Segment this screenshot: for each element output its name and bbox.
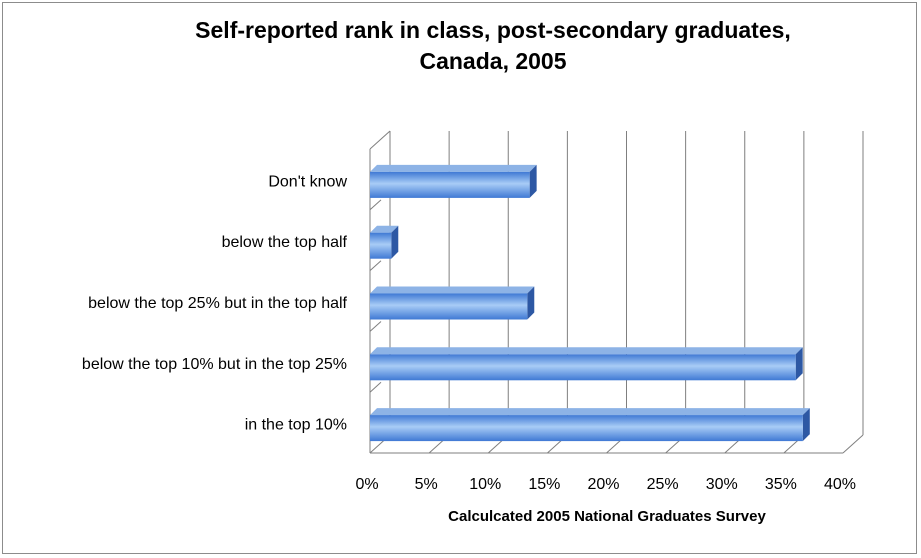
bar-front-face: [370, 232, 392, 259]
bar-top-face: [370, 225, 399, 233]
x-tick-label: 15%: [528, 476, 560, 493]
x-tick-label: 0%: [355, 476, 378, 493]
category-label: in the top 10%: [245, 417, 347, 434]
bar: [370, 164, 537, 198]
side-wall-divider: [369, 321, 382, 332]
bar-front-face: [370, 415, 803, 442]
category-label: Don't know: [268, 173, 347, 190]
side-wall-top-edge: [369, 130, 391, 150]
bar: [370, 347, 803, 381]
x-tick-label: 35%: [765, 476, 797, 493]
x-tick-label: 40%: [824, 476, 856, 493]
bar-side-face: [527, 286, 535, 320]
category-labels: in the top 10% below the top 10% but in t…: [82, 173, 348, 433]
bar-front-face: [370, 293, 528, 320]
bar: [370, 286, 535, 320]
chart-title-line-2: Canada, 2005: [419, 48, 566, 74]
bar-side-face: [529, 164, 537, 198]
bar-front-face: [370, 354, 796, 381]
chart-title-line-1: Self-reported rank in class, post-second…: [195, 17, 791, 43]
side-wall-divider: [369, 381, 382, 393]
bar: [370, 408, 810, 442]
x-axis-title: Calculcated 2005 National Graduates Surv…: [448, 508, 766, 525]
bar-chart: Self-reported rank in class, post-second…: [82, 17, 864, 525]
bar-top-face: [370, 164, 537, 172]
bar-side-face: [802, 408, 810, 442]
bar-top-face: [370, 347, 803, 355]
category-label: below the top half: [222, 234, 348, 251]
bar-side-face: [795, 347, 803, 381]
category-label: below the top 25% but in the top half: [88, 295, 347, 312]
bar-top-face: [370, 408, 810, 416]
bar-top-face: [370, 286, 535, 294]
bars: [370, 164, 810, 442]
category-label: below the top 10% but in the top 25%: [82, 356, 347, 373]
chart-title: Self-reported rank in class, post-second…: [195, 17, 791, 74]
x-tick-label: 10%: [469, 476, 501, 493]
x-tick-label: 30%: [706, 476, 738, 493]
gridlines: [369, 130, 864, 454]
side-wall-divider: [369, 199, 382, 211]
x-tick-label: 20%: [587, 476, 619, 493]
bar-side-face: [391, 225, 399, 259]
floor-gridline: [842, 434, 864, 454]
side-wall-divider: [369, 260, 382, 271]
x-tick-labels: 0% 5% 10% 15% 20% 25% 30% 35% 40%: [355, 476, 856, 493]
x-tick-label: 5%: [415, 476, 438, 493]
bar-front-face: [370, 171, 530, 198]
bar: [370, 225, 399, 259]
x-tick-label: 25%: [647, 476, 679, 493]
